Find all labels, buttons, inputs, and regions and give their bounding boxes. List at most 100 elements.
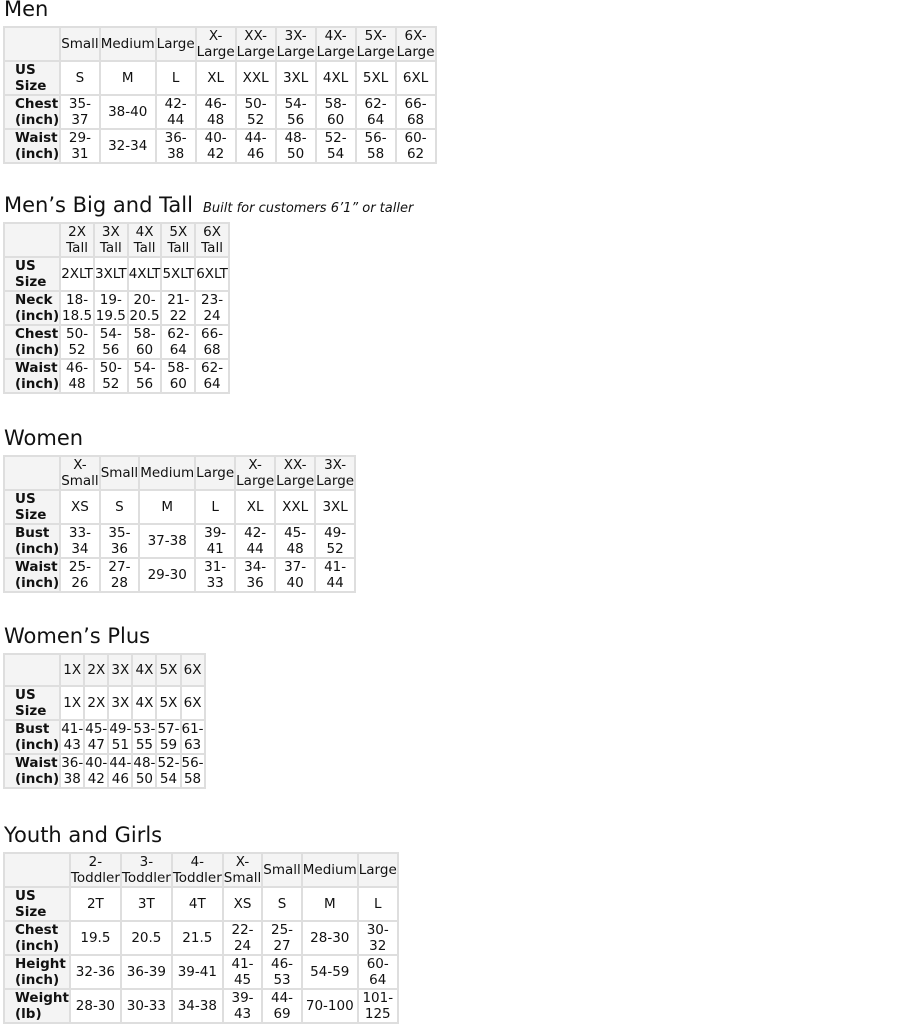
row-label: Weight (lb) xyxy=(3,988,71,1024)
table-cell: 101-125 xyxy=(356,988,399,1024)
table-cell: 58-60 xyxy=(126,324,163,360)
table-cell: 4T xyxy=(170,886,224,922)
table-cell: 58-60 xyxy=(160,358,197,394)
size-table: Small Medium Large X-Large XX-Large 3X-Large 4… xyxy=(2,26,437,164)
section-title-text: Youth and Girls xyxy=(4,823,163,847)
column-header: 4-Toddler xyxy=(170,852,224,888)
column-header: Small xyxy=(59,26,101,62)
table-cell: 39-41 xyxy=(170,954,224,990)
table-cell: 2T xyxy=(68,886,122,922)
table-cell: 62-64 xyxy=(354,94,397,130)
table-cell: 52-54 xyxy=(314,128,357,164)
table-cell: 39-41 xyxy=(194,523,237,559)
table-cell: 58-60 xyxy=(314,94,357,130)
column-header: Large xyxy=(154,26,197,62)
table-cell: XL xyxy=(194,60,237,96)
table-cell: 29-30 xyxy=(138,557,197,593)
column-header: 2X Tall xyxy=(59,222,95,258)
table-cell: 38-40 xyxy=(98,94,157,130)
table-cell: 34-36 xyxy=(234,557,277,593)
row-label: Waist (inch) xyxy=(2,128,62,164)
section-title-text: Women’s Plus xyxy=(4,624,151,648)
header-row: 2X Tall 3X Tall 4X Tall 5X Tall 6X Tall xyxy=(2,222,230,258)
column-header: 4X-Large xyxy=(314,26,357,62)
column-header: 5X-Large xyxy=(354,26,397,62)
size-table: 2-Toddler 3-Toddler 4-Toddler X-Small Small M… xyxy=(3,852,399,1024)
table-cell: 21.5 xyxy=(170,920,224,956)
table-cell: 60-62 xyxy=(394,128,437,164)
table-cell: 6XL xyxy=(394,60,437,96)
table-cell: S xyxy=(59,60,101,96)
section-title-text: Men xyxy=(4,0,49,21)
table-cell: 54-56 xyxy=(274,94,317,130)
table-cell: 18-18.5 xyxy=(59,290,95,326)
table-cell: 4X xyxy=(131,685,158,721)
table-cell: 33-34 xyxy=(59,523,101,559)
table-cell: 60-64 xyxy=(356,954,399,990)
column-header: 5X Tall xyxy=(160,222,197,258)
table-cell: 50-52 xyxy=(92,358,129,394)
row-label: Waist (inch) xyxy=(2,753,62,789)
row-label: US Size xyxy=(3,886,71,922)
table-cell: 2XLT xyxy=(59,256,95,292)
column-header: 2X xyxy=(83,653,110,687)
table-cell: 54-56 xyxy=(92,324,129,360)
table-cell: L xyxy=(356,886,399,922)
column-header: Large xyxy=(194,455,237,491)
table-cell: 3X xyxy=(107,685,134,721)
table-cell: 36-38 xyxy=(154,128,197,164)
column-header: Large xyxy=(356,852,399,888)
table-row: US Size S M L XL XXL 3XL 4XL 5XL 6XL xyxy=(2,60,437,96)
section-title: Youth and Girls xyxy=(4,823,162,847)
table-cell: 52-54 xyxy=(155,753,182,789)
table-cell: XS xyxy=(221,886,264,922)
column-header: XX-Large xyxy=(234,26,277,62)
table-cell: 61-63 xyxy=(179,719,206,755)
table-cell: 3T xyxy=(119,886,173,922)
table-cell: 23-24 xyxy=(194,290,230,326)
column-header: Small xyxy=(98,455,141,491)
table-cell: 62-64 xyxy=(160,324,197,360)
table-cell: 46-53 xyxy=(261,954,303,990)
table-cell: 41-44 xyxy=(314,557,357,593)
table-cell: 37-38 xyxy=(138,523,197,559)
table-cell: 42-44 xyxy=(234,523,277,559)
column-header: 6X-Large xyxy=(394,26,437,62)
row-label: Waist (inch) xyxy=(2,557,62,593)
table-row: Height (inch) 32-36 36-39 39-41 41-45 46-53 54… xyxy=(3,954,399,990)
row-label: Waist (inch) xyxy=(2,358,62,394)
header-row: 2-Toddler 3-Toddler 4-Toddler X-Small Small M… xyxy=(3,852,399,888)
table-cell: 3XL xyxy=(314,489,357,525)
table-cell: 6XLT xyxy=(194,256,230,292)
table-cell: 32-34 xyxy=(98,128,157,164)
table-cell: 4XLT xyxy=(126,256,163,292)
column-header: 4X xyxy=(131,653,158,687)
table-cell: 49-51 xyxy=(107,719,134,755)
table-cell: XS xyxy=(59,489,101,525)
table-cell: 54-56 xyxy=(126,358,163,394)
column-header: 3X-Large xyxy=(274,26,317,62)
section-title: Men’s Big and Tall Built for customers 6’… xyxy=(4,193,413,217)
column-header: Medium xyxy=(138,455,197,491)
table-row: Chest (inch) 35-37 38-40 42-44 46-48 50-52 54-… xyxy=(2,94,437,130)
table-row: US Size XS S M L XL XXL 3XL xyxy=(2,489,357,525)
table-cell: 46-48 xyxy=(59,358,95,394)
table-cell: 30-33 xyxy=(119,988,173,1024)
table-cell: 25-27 xyxy=(261,920,303,956)
table-cell: 45-47 xyxy=(83,719,110,755)
table-cell: 66-68 xyxy=(394,94,437,130)
table-cell: 56-58 xyxy=(354,128,397,164)
table-row: Weight (lb) 28-30 30-33 34-38 39-43 44-69 70-1… xyxy=(3,988,399,1024)
table-cell: 48-50 xyxy=(131,753,158,789)
column-header: Medium xyxy=(300,852,359,888)
table-cell: 35-36 xyxy=(98,523,141,559)
row-label: Height (inch) xyxy=(3,954,71,990)
table-row: US Size 2XLT 3XLT 4XLT 5XLT 6XLT xyxy=(2,256,230,292)
row-label: US Size xyxy=(2,256,62,292)
table-cell: 44-46 xyxy=(234,128,277,164)
column-header: 6X xyxy=(179,653,206,687)
column-header: 2-Toddler xyxy=(68,852,122,888)
table-cell: 40-42 xyxy=(194,128,237,164)
section-note: Built for customers 6’1” or taller xyxy=(202,201,414,216)
row-label: Chest (inch) xyxy=(2,324,62,360)
